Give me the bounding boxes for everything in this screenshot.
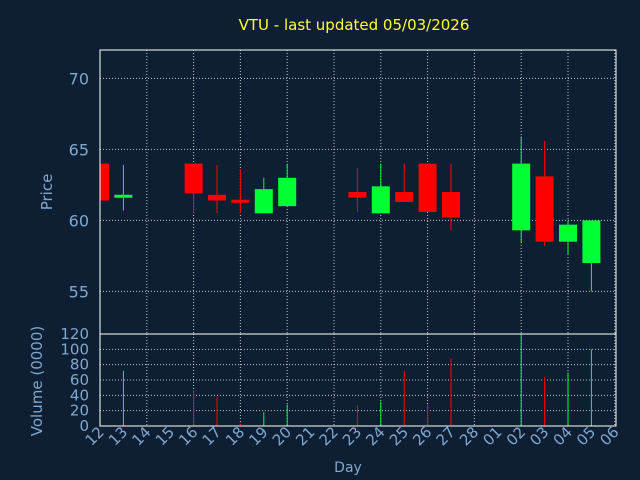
candlestick — [559, 220, 577, 255]
candlestick — [254, 177, 273, 214]
candle-body — [278, 177, 297, 207]
candle-body — [184, 163, 203, 194]
x-tick-label: 19 — [245, 423, 271, 449]
x-tick-label: 20 — [269, 423, 295, 449]
volume-tick-label: 20 — [70, 402, 89, 420]
volume-tick-label: 100 — [60, 340, 89, 358]
candle-body — [348, 192, 367, 198]
candle-body — [208, 194, 226, 201]
volume-tick-label: 60 — [70, 371, 89, 389]
price-tick-label: 55 — [69, 282, 89, 301]
price-y-ticks: 55 60 65 70 — [69, 69, 89, 301]
x-tick-label: 16 — [175, 423, 201, 449]
candle-body — [582, 220, 601, 263]
chart-title: VTU - last updated 05/03/2026 — [239, 16, 470, 34]
candlestick — [278, 163, 297, 207]
candle-body — [114, 194, 133, 198]
candlesticks — [99, 136, 601, 292]
candlestick — [184, 163, 203, 214]
candle-body — [512, 163, 531, 231]
x-tick-label: 13 — [105, 423, 131, 449]
x-tick-label: 04 — [550, 423, 576, 449]
candlestick — [395, 163, 414, 202]
x-tick-label: 06 — [596, 423, 622, 449]
x-tick-labels: 1213141516171819202122232425262728010203… — [82, 423, 623, 449]
x-tick-label: 24 — [362, 423, 388, 449]
candle-body — [254, 189, 273, 214]
x-tick-label: 28 — [456, 423, 482, 449]
candlestick — [535, 140, 554, 246]
x-tick-label: 26 — [409, 423, 435, 449]
candlestick — [371, 163, 390, 214]
candle-body — [395, 192, 414, 202]
x-tick-label: 18 — [222, 423, 248, 449]
volume-panel-frame — [99, 333, 617, 427]
candle-body — [442, 192, 460, 218]
x-axis-label: Day — [334, 460, 362, 476]
candle-body — [418, 163, 437, 212]
candle-body — [559, 224, 577, 242]
candlestick — [231, 169, 250, 214]
x-tick-label: 15 — [152, 423, 178, 449]
candlestick — [582, 220, 601, 292]
x-tick-label: 05 — [573, 423, 599, 449]
x-tick-label: 21 — [292, 423, 318, 449]
candlestick — [99, 163, 109, 201]
candle-body — [231, 199, 250, 203]
x-tick-label: 01 — [479, 423, 505, 449]
candle-body — [100, 163, 109, 201]
price-tick-label: 65 — [69, 140, 89, 159]
x-tick-label: 14 — [128, 423, 154, 449]
volume-axis-label: Volume (0000) — [28, 326, 46, 436]
volume-bars — [122, 334, 592, 426]
x-tick-label: 27 — [433, 423, 459, 449]
x-tick-label: 23 — [339, 423, 365, 449]
volume-tick-label: 80 — [70, 356, 89, 374]
volume-grid — [100, 334, 616, 426]
x-tick-label: 22 — [316, 423, 342, 449]
candlestick — [208, 165, 226, 214]
candle-body — [371, 186, 390, 214]
volume-tick-label: 40 — [70, 386, 89, 404]
x-tick-label: 02 — [503, 423, 529, 449]
candlestick — [114, 165, 133, 211]
volume-tick-label: 120 — [60, 325, 89, 343]
candle-body — [535, 176, 554, 242]
candlestick — [512, 136, 531, 244]
price-tick-label: 60 — [69, 211, 89, 230]
candlestick — [348, 167, 367, 212]
candlestick — [418, 163, 437, 212]
price-tick-label: 70 — [69, 69, 89, 88]
x-tick-label: 17 — [199, 423, 225, 449]
x-tick-label: 03 — [526, 423, 552, 449]
volume-tick-label: 0 — [79, 417, 89, 435]
candlestick — [442, 163, 460, 231]
x-tick-label: 25 — [386, 423, 412, 449]
price-axis-label: Price — [38, 174, 56, 211]
